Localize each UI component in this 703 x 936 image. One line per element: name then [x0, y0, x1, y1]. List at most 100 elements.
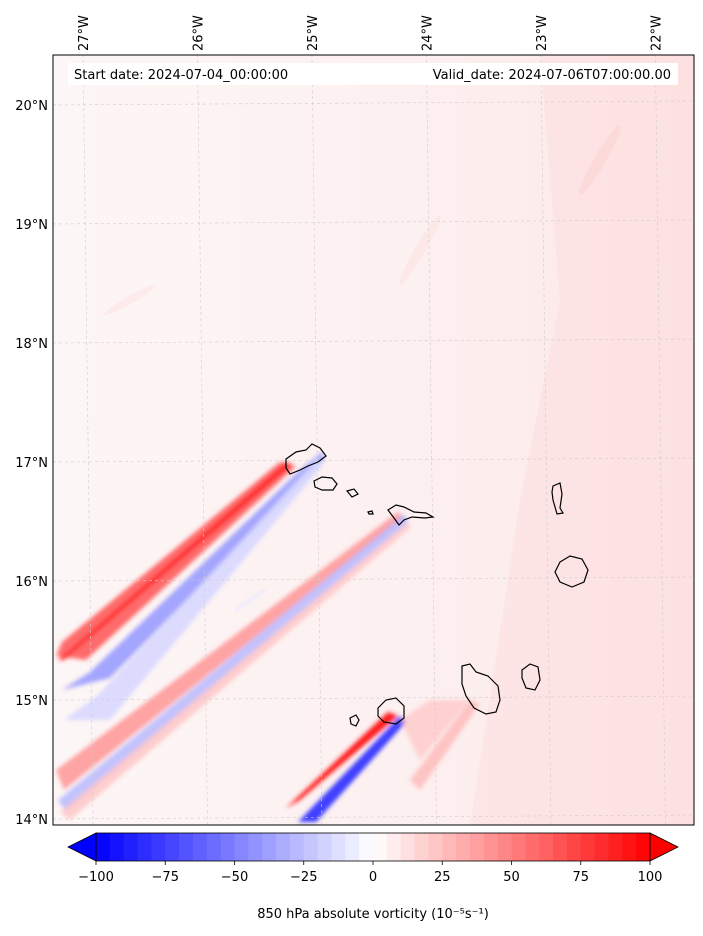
meridian-line: [197, 54, 208, 826]
colorbar: −100 −75 −50 −25 0 25 50 75 100 850 hPa absolute…: [67, 832, 679, 922]
colorbar-segment: [96, 833, 111, 861]
colorbar-segment: [636, 833, 651, 861]
parallel-line: [52, 457, 695, 463]
lat-tick-label: 19°N: [15, 218, 48, 233]
colorbar-ticks: −100 −75 −50 −25 0 25 50 75 100: [78, 861, 662, 885]
colorbar-segment: [345, 833, 360, 861]
colorbar-tick-label: 50: [503, 870, 520, 885]
colorbar-segment: [192, 833, 208, 861]
colorbar-segment: [469, 833, 485, 861]
lon-tick-label: 23°W: [535, 15, 550, 51]
latitude-axis: 20°N 19°N 18°N 17°N 16°N 15°N 14°N: [15, 99, 48, 828]
colorbar-tick-label: 25: [434, 870, 451, 885]
colorbar-segment: [539, 833, 554, 861]
colorbar-segment: [594, 833, 610, 861]
island-maio: [521, 663, 541, 691]
meridian-line: [426, 54, 437, 826]
parallel-line: [52, 695, 695, 701]
map-frame: [52, 54, 695, 826]
colorbar-segment: [317, 833, 333, 861]
lat-tick-label: 15°N: [15, 694, 48, 709]
colorbar-segment: [511, 833, 526, 861]
coastlines: [285, 443, 589, 727]
island-brava: [349, 714, 360, 727]
vorticity-field: [56, 55, 694, 825]
colorbar-segment: [262, 833, 277, 861]
colorbar-segment: [220, 833, 236, 861]
colorbar-tick-label: 100: [638, 870, 663, 885]
colorbar-segment: [456, 833, 471, 861]
colorbar-tick-label: −75: [152, 870, 179, 885]
colorbar-label: 850 hPa absolute vorticity (10⁻⁵s⁻¹): [257, 907, 489, 922]
colorbar-segment: [248, 833, 263, 861]
colorbar-segment: [137, 833, 152, 861]
colorbar-segment: [428, 833, 443, 861]
colorbar-segment: [525, 833, 540, 861]
island-boa-vista: [554, 555, 589, 588]
island-fogo: [377, 697, 405, 725]
date-box: [68, 63, 678, 85]
lon-tick-label: 27°W: [77, 15, 92, 51]
wake-fogo: [286, 700, 470, 822]
island-santiago: [461, 663, 501, 715]
lat-tick-label: 14°N: [15, 813, 48, 828]
valid-date-label: Valid_date: 2024-07-06T07:00:00.00: [433, 68, 671, 83]
colorbar-segment: [123, 833, 139, 861]
colorbar-segment: [234, 833, 249, 861]
colorbar-extend-high: [649, 832, 679, 862]
lon-tick-label: 25°W: [306, 15, 321, 51]
wake-sao-nicolau: [56, 512, 410, 820]
lat-tick-label: 20°N: [15, 99, 48, 114]
island-sal: [551, 482, 564, 515]
noise-blobs: [103, 125, 621, 612]
graticule: [52, 54, 695, 826]
colorbar-segment: [483, 833, 499, 861]
island-santo-antao: [285, 443, 327, 475]
colorbar-segment: [303, 833, 319, 861]
meridian-line: [655, 54, 666, 826]
colorbar-segment: [206, 833, 222, 861]
colorbar-extend-low: [67, 832, 97, 862]
lon-tick-label: 22°W: [649, 15, 664, 51]
colorbar-segment: [400, 833, 416, 861]
colorbar-segment: [179, 833, 194, 861]
colorbar-tick-label: 0: [369, 870, 377, 885]
lat-tick-label: 16°N: [15, 575, 48, 590]
island-raso: [367, 510, 374, 515]
lon-tick-label: 26°W: [192, 15, 207, 51]
longitude-axis: 27°W 26°W 25°W 24°W 23°W 22°W: [77, 15, 664, 51]
colorbar-segment: [359, 833, 374, 861]
colorbar-segment: [580, 833, 596, 861]
colorbar-segment: [289, 833, 305, 861]
parallel-line: [52, 100, 695, 106]
colorbar-tick-label: −50: [221, 870, 248, 885]
colorbar-segment: [165, 833, 180, 861]
meridian-line: [311, 54, 323, 826]
colorbar-segment: [109, 833, 125, 861]
colorbar-segments: [96, 833, 651, 861]
colorbar-tick-label: −100: [78, 870, 114, 885]
colorbar-segment: [331, 833, 346, 861]
lon-tick-label: 24°W: [420, 15, 435, 51]
lat-tick-label: 18°N: [15, 337, 48, 352]
colorbar-segment: [386, 833, 402, 861]
island-sao-vicente: [313, 476, 338, 491]
parallel-line: [52, 576, 695, 582]
colorbar-segment: [622, 833, 637, 861]
parallel-line: [52, 814, 695, 820]
colorbar-segment: [608, 833, 623, 861]
parallel-line: [52, 338, 695, 344]
colorbar-tick-label: −25: [290, 870, 317, 885]
meridian-line: [82, 54, 94, 826]
parallel-line: [52, 219, 695, 225]
meridian-line: [540, 54, 552, 826]
colorbar-segment: [276, 833, 291, 861]
colorbar-segment: [497, 833, 513, 861]
island-santa-luzia: [345, 488, 359, 498]
colorbar-segment: [442, 833, 457, 861]
colorbar-segment: [373, 833, 388, 861]
wake-santo-antao: [56, 452, 324, 720]
map-panel: Start date: 2024-07-04_00:00:00 Valid_da…: [15, 15, 695, 828]
colorbar-segment: [151, 833, 166, 861]
